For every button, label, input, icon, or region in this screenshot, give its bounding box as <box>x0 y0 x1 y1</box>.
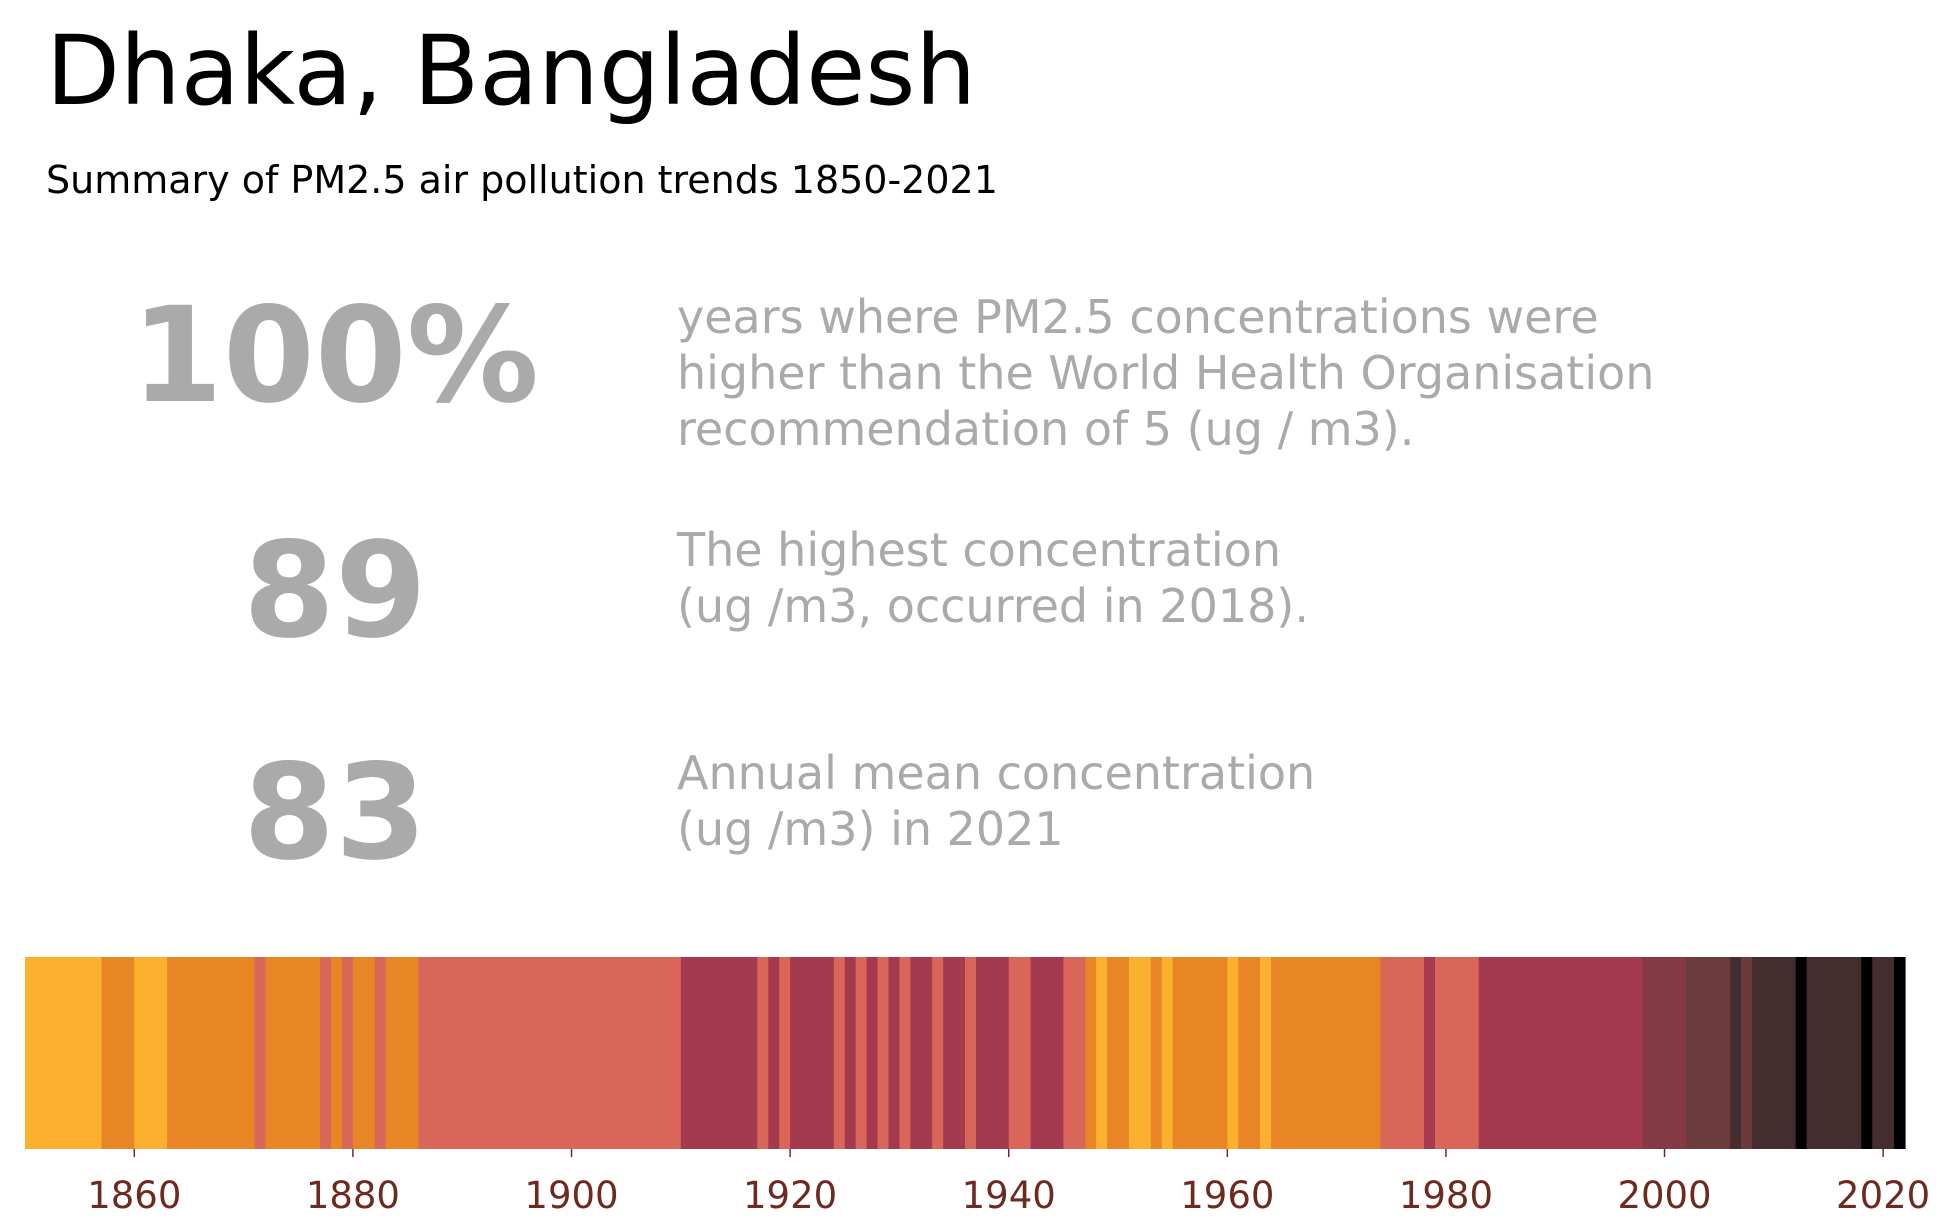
stripe-segment <box>1227 957 1239 1149</box>
stripe-segment <box>1730 957 1742 1149</box>
stripe-segment <box>1085 957 1097 1149</box>
stripe-segment <box>1435 957 1480 1149</box>
stripe-segment <box>833 957 846 1149</box>
stat-exceedance-value: 100% <box>131 279 539 433</box>
page-title: Dhaka, Bangladesh <box>46 15 977 127</box>
stat-exceedance-line: recommendation of 5 (ug / m3). <box>677 402 1415 456</box>
stripe-segment <box>101 957 135 1149</box>
stripe-segment <box>1172 957 1228 1149</box>
stripe-segment <box>134 957 168 1149</box>
stripe-segment <box>932 957 944 1149</box>
stat-exceedance-line: higher than the World Health Organisatio… <box>677 346 1655 400</box>
stripe-segment <box>779 957 791 1149</box>
stripe-segment <box>331 957 343 1149</box>
stripe-segment <box>899 957 911 1149</box>
stripe-segment <box>855 957 868 1149</box>
page-subtitle: Summary of PM2.5 air pollution trends 18… <box>46 158 998 202</box>
x-tick-label: 1980 <box>1399 1174 1493 1217</box>
stripe-segment <box>341 957 354 1149</box>
stripe-segment <box>1260 957 1272 1149</box>
stat-annual-mean-line: Annual mean concentration <box>677 746 1316 800</box>
stripe-segment <box>374 957 387 1149</box>
x-tick-label: 1900 <box>524 1174 618 1217</box>
stripe-segment <box>167 957 256 1149</box>
stripe-segment <box>1872 957 1895 1149</box>
stat-annual-mean-line: (ug /m3) in 2021 <box>677 802 1064 856</box>
x-tick-label: 2020 <box>1836 1174 1930 1217</box>
x-tick-label: 1920 <box>743 1174 837 1217</box>
stripe-segment <box>1008 957 1032 1149</box>
stat-annual-mean-description: Annual mean concentration (ug /m3) in 20… <box>677 745 1315 857</box>
stripe-segment <box>1686 957 1731 1149</box>
stripe-segment <box>1063 957 1086 1149</box>
stat-exceedance-line: years where PM2.5 concentrations were <box>677 290 1599 344</box>
stripe-segment <box>254 957 267 1149</box>
stripe-segment <box>1107 957 1130 1149</box>
stripe-segment <box>877 957 890 1149</box>
stripe-segment <box>790 957 835 1149</box>
stat-highest-line: The highest concentration <box>677 523 1281 577</box>
stripe-segment <box>320 957 332 1149</box>
stripe-segment <box>1894 957 1906 1149</box>
stripe-segment <box>757 957 769 1149</box>
stripe-segment <box>844 957 857 1149</box>
stat-exceedance-description: years where PM2.5 concentrations were hi… <box>677 289 1654 457</box>
stripe-segment <box>888 957 901 1149</box>
stat-highest-line: (ug /m3, occurred in 2018). <box>677 579 1309 633</box>
x-tick-label: 1940 <box>962 1174 1056 1217</box>
stripe-segment <box>965 957 977 1149</box>
x-tick-label: 1960 <box>1180 1174 1274 1217</box>
stripe-segment <box>1150 957 1163 1149</box>
stripe-segment <box>1642 957 1687 1149</box>
stripe-segment <box>943 957 966 1149</box>
stripe-segment <box>1478 957 1644 1149</box>
stripe-segment <box>1751 957 1797 1149</box>
stripe-segment <box>352 957 376 1149</box>
stat-annual-mean-value: 83 <box>243 736 427 890</box>
stripe-segment <box>1795 957 1808 1149</box>
stripe-segment <box>265 957 321 1149</box>
stripe-segment <box>1380 957 1425 1149</box>
stripe-segment <box>768 957 780 1149</box>
stripe-segment <box>25 957 103 1149</box>
stat-highest-value: 89 <box>243 514 427 668</box>
stripe-segment <box>418 957 682 1149</box>
stripe-segment <box>1806 957 1862 1149</box>
stripe-segment <box>866 957 879 1149</box>
stripe-segment <box>385 957 420 1149</box>
stripe-segment <box>910 957 933 1149</box>
stripe-segment <box>1096 957 1108 1149</box>
stripe-segment <box>1030 957 1064 1149</box>
x-tick-label: 1860 <box>87 1174 181 1217</box>
stripe-segment <box>1741 957 1753 1149</box>
x-tick-label: 1880 <box>306 1174 400 1217</box>
stripe-segment <box>1161 957 1174 1149</box>
stripe-segment <box>1271 957 1381 1149</box>
stripe-segment <box>1128 957 1152 1149</box>
stripe-segment <box>1424 957 1436 1149</box>
stripe-segment <box>975 957 1010 1149</box>
stat-highest-description: The highest concentration (ug /m3, occur… <box>677 522 1309 634</box>
stripe-segment <box>1861 957 1873 1149</box>
stripe-segment <box>680 957 758 1149</box>
stripe-segment <box>1238 957 1261 1149</box>
x-tick-label: 2000 <box>1617 1174 1711 1217</box>
